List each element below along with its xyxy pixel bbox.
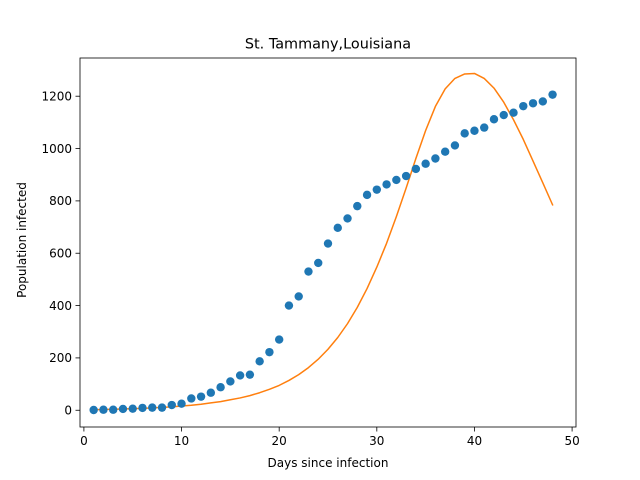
data-point <box>265 347 274 357</box>
x-tick-label: 40 <box>467 434 482 448</box>
data-point <box>226 377 235 386</box>
x-tick-label: 20 <box>272 434 287 448</box>
x-tick-label: 10 <box>174 434 189 448</box>
data-point <box>99 405 108 414</box>
axes-frame <box>79 57 577 428</box>
data-point <box>323 239 333 248</box>
data-point <box>109 405 118 414</box>
x-tick-label: 0 <box>80 434 88 448</box>
data-point <box>489 115 499 124</box>
plot-area <box>89 72 557 415</box>
y-tick-label: 200 <box>49 351 72 365</box>
data-point <box>343 214 352 223</box>
data-point <box>431 154 440 163</box>
data-point <box>499 110 508 120</box>
y-tick-label: 0 <box>64 404 72 418</box>
data-point <box>509 108 518 117</box>
x-tick-label: 30 <box>369 434 384 448</box>
data-point <box>382 180 391 189</box>
data-point <box>274 335 284 344</box>
y-tick-label: 1200 <box>41 90 72 104</box>
data-point <box>167 400 176 410</box>
data-point <box>519 101 528 111</box>
data-point <box>187 394 196 403</box>
data-point <box>216 383 225 392</box>
x-tick-label: 50 <box>564 434 579 448</box>
data-point <box>284 301 294 310</box>
data-point <box>128 404 137 413</box>
data-point <box>196 392 206 401</box>
axes: 0 10 20 30 40 50 0 200 400 600 800 1000 1200 <box>41 57 580 448</box>
data-point <box>314 258 323 268</box>
data-point <box>138 403 147 413</box>
data-point <box>421 159 430 168</box>
data-point <box>450 141 460 150</box>
y-axis-label: Population infected <box>15 182 29 298</box>
data-point <box>392 175 401 185</box>
data-point <box>245 370 255 379</box>
data-point <box>411 164 421 174</box>
data-point <box>206 388 216 397</box>
y-tick-label: 800 <box>49 194 72 208</box>
chart-title: St. Tammany,Louisiana <box>245 37 411 53</box>
data-point <box>333 223 342 233</box>
data-layer <box>89 72 557 415</box>
data-point <box>372 185 382 194</box>
data-point <box>177 399 186 408</box>
data-point <box>118 404 128 414</box>
data-point <box>148 403 157 412</box>
data-point <box>362 190 372 200</box>
data-point <box>294 292 303 301</box>
data-point <box>538 97 547 106</box>
data-point <box>235 371 245 380</box>
x-axis-label: Days since infection <box>268 456 389 470</box>
data-point <box>440 147 450 156</box>
data-point <box>548 90 557 99</box>
data-point <box>401 171 411 181</box>
y-tick-label: 400 <box>49 299 72 313</box>
data-point <box>528 99 538 108</box>
data-point <box>304 267 313 276</box>
y-tick-label: 600 <box>49 247 72 261</box>
data-point <box>470 126 479 135</box>
data-point <box>89 405 98 415</box>
data-point <box>353 201 362 211</box>
data-point <box>460 129 469 138</box>
y-tick-label: 1000 <box>41 142 72 156</box>
data-point <box>157 403 167 412</box>
data-point <box>480 123 489 132</box>
data-point <box>255 357 264 366</box>
